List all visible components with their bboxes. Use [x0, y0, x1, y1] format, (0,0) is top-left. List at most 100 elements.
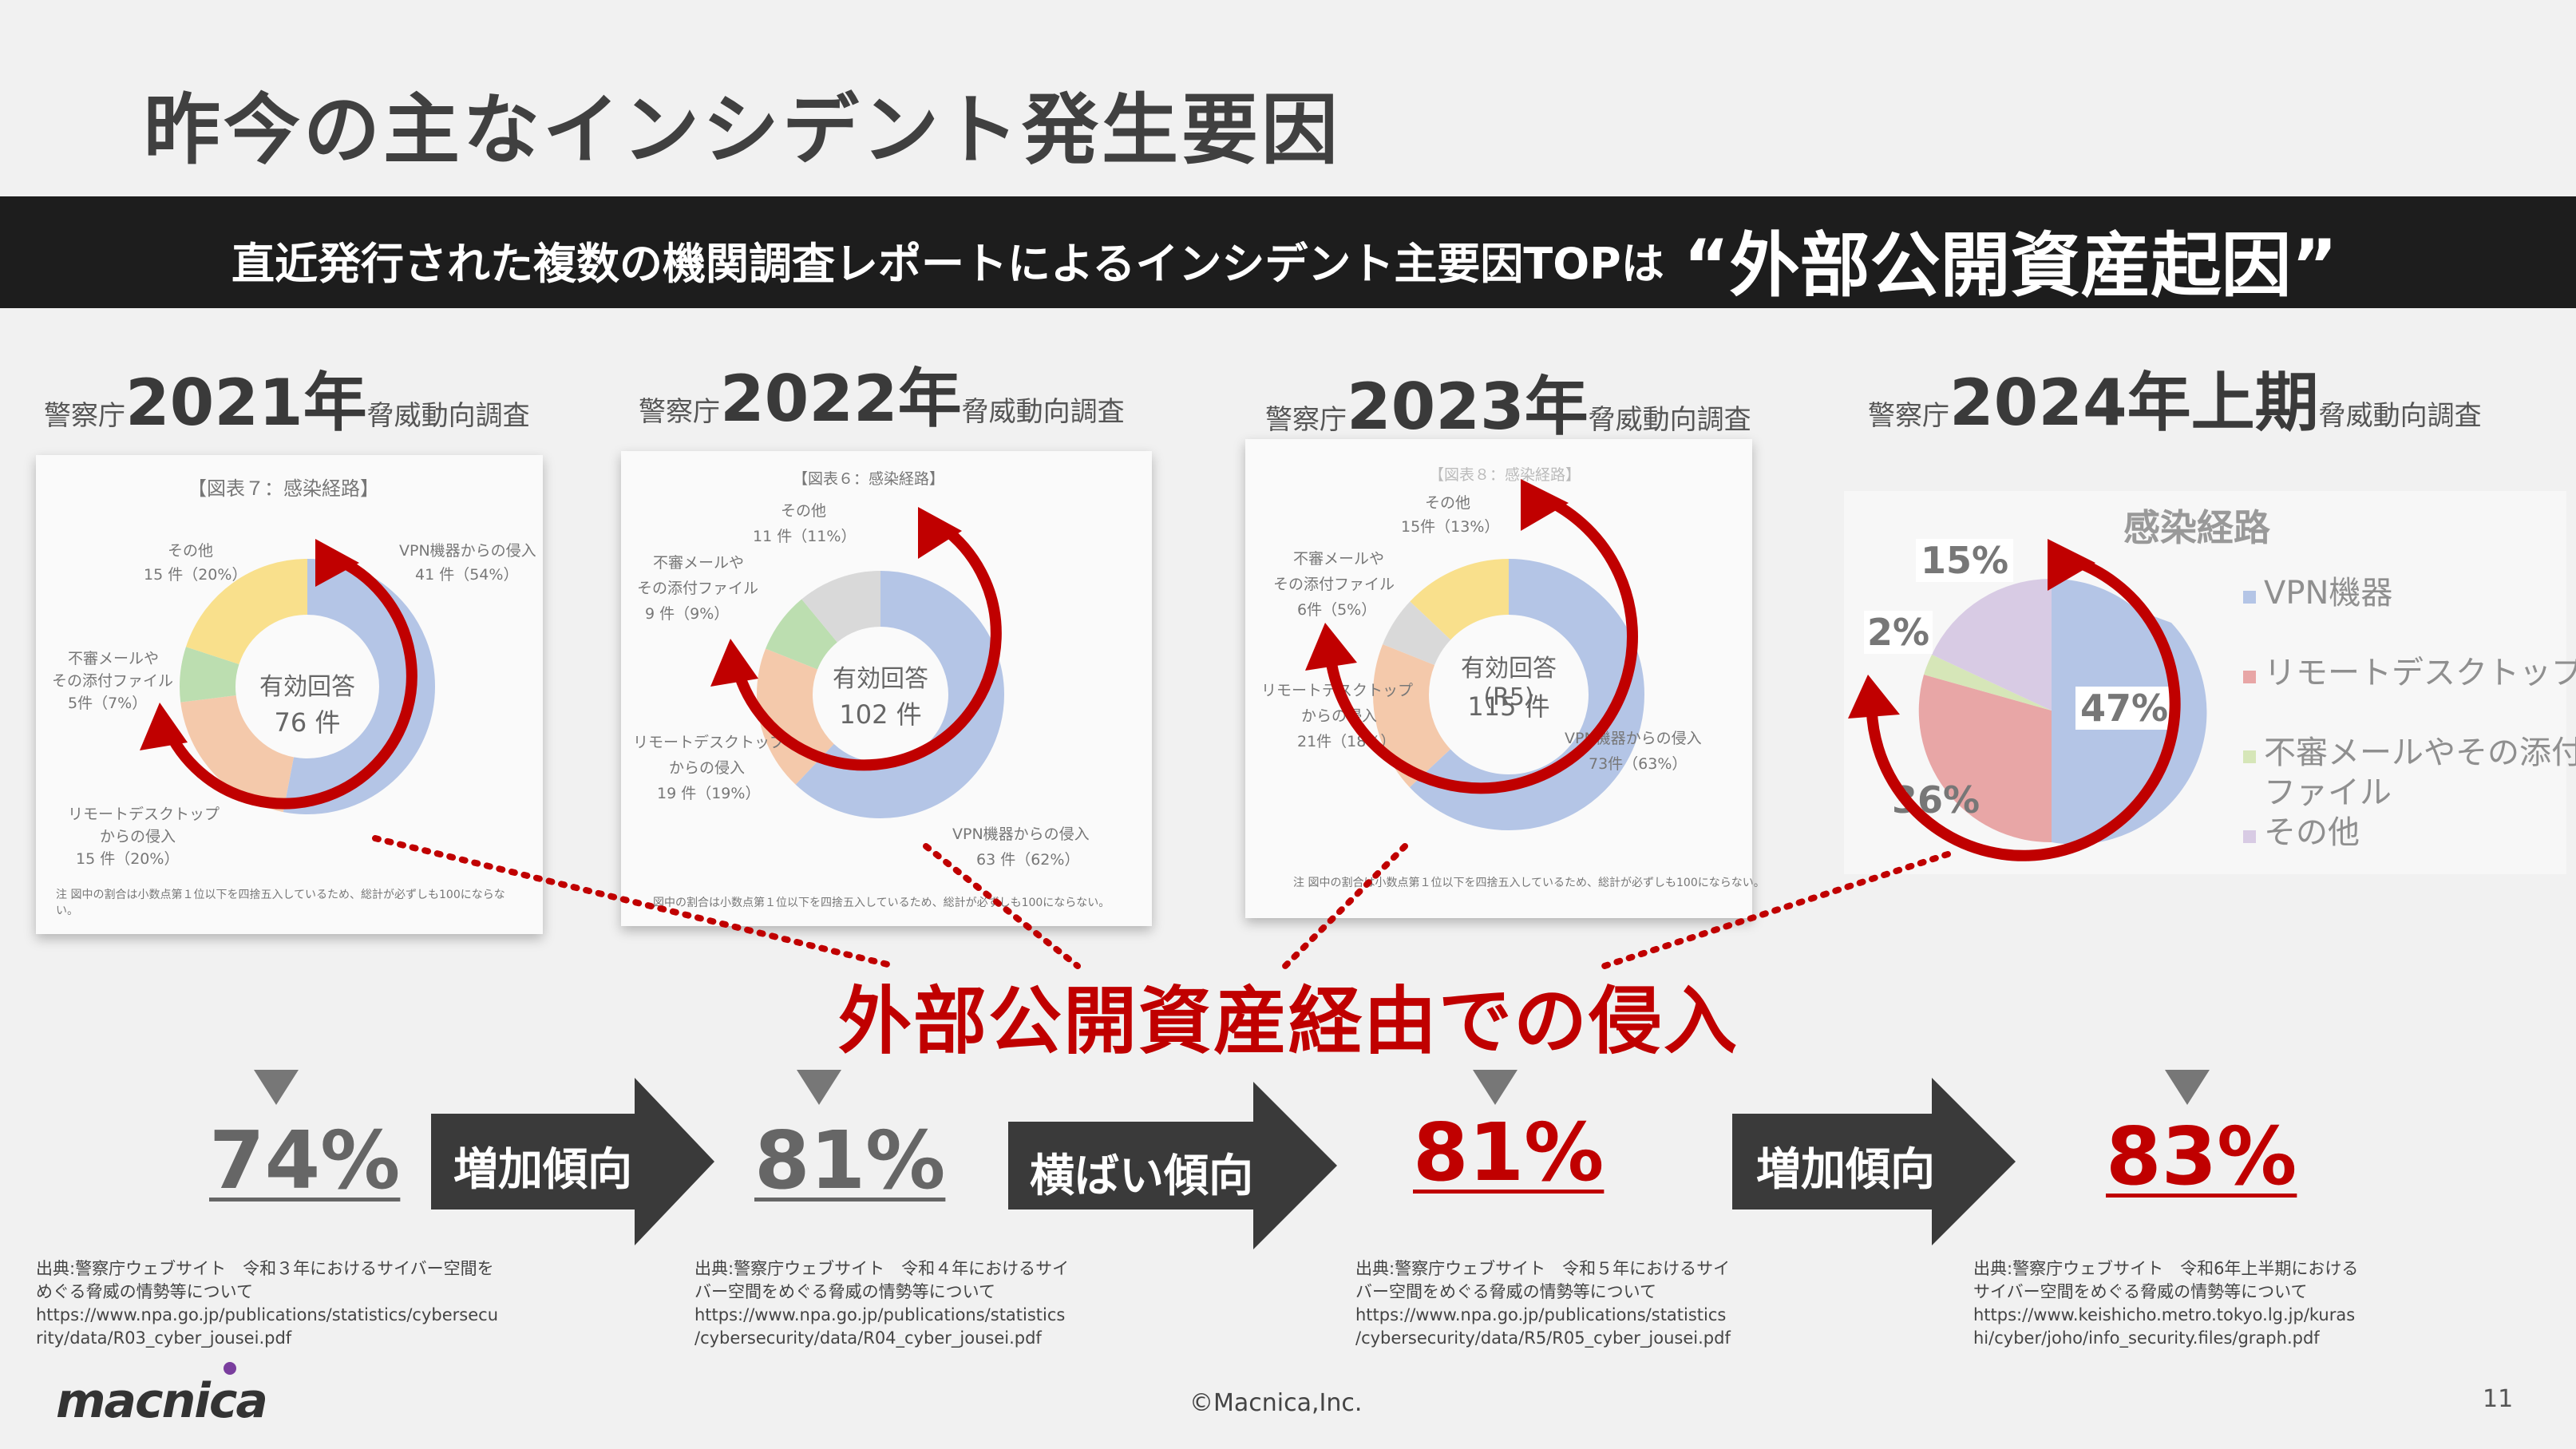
page-number: 11 [2483, 1385, 2514, 1413]
banner [0, 196, 2576, 308]
survey-year: 2021年 [125, 366, 367, 440]
center-label: 有効回答(R5) [1461, 655, 1557, 711]
arrowhead-2021-tail [140, 703, 188, 750]
arrowhead-2022 [918, 507, 962, 559]
arrowhead-2024-tail [1848, 675, 1900, 719]
circular-arrow-2022 [729, 521, 1002, 771]
survey-heading-2022: 警察庁2022年脅威動向調査 [639, 347, 1125, 440]
logo-dot-icon [224, 1362, 236, 1375]
label-vpn: VPN機器からの侵入 [952, 825, 1090, 843]
percentage-2021: 74% [209, 1114, 401, 1207]
label-rdp-2: からの侵入 [100, 828, 176, 845]
down-triangle-icon [797, 1070, 841, 1105]
slice-mail [180, 559, 435, 814]
banner-text: 直近発行された複数の機関調査レポートによるインシデント主要因TOPは “外部公開資… [231, 209, 2337, 311]
chart-card-2021: 【図表７：感染経路】 有効回答 76 件 VPN機器からの侵入 41 件（54%… [36, 455, 543, 934]
source-2022: 出典:警察庁ウェブサイト 令和４年におけるサイ バー空間をめぐる脅威の情勢等につ… [694, 1259, 1070, 1348]
survey-suffix: 脅威動向調査 [2318, 400, 2482, 432]
arrowhead-2023 [1521, 479, 1569, 531]
label-mail-2: その添付ファイル [637, 580, 759, 597]
label-rdp-value: 19 件（19%） [657, 785, 761, 802]
chart-card-2024: 感染経路 47% 36% 2% 15% VPN機器 リモートデスクトップ 不審メ… [1844, 491, 2576, 874]
label-other: その他 [168, 542, 214, 560]
legend-vpn: VPN機器 [2243, 567, 2392, 613]
legend-label: VPN機器 [2264, 575, 2393, 612]
copyright: ©Macnica,Inc. [1189, 1389, 1363, 1417]
trend-label-3: 増加傾向 [1756, 1144, 1935, 1196]
slice-rdp [1373, 559, 1644, 830]
chart-caption: 【図表７：感染経路】 [188, 477, 379, 500]
label-other-value: 15 件（20%） [144, 566, 247, 584]
label-other: その他 [1425, 494, 1471, 512]
survey-prefix: 警察庁 [639, 396, 720, 428]
label-rdp-2: からの侵入 [669, 759, 746, 777]
legend-other: その他 [2243, 806, 2360, 853]
chart-caption: 【図表６：感染経路】 [793, 470, 945, 488]
label-vpn-value: 73件（63%） [1589, 755, 1688, 773]
arrowhead-2023-tail [1305, 623, 1357, 671]
label-other-value: 15件（13%） [1401, 518, 1500, 536]
banner-highlight: “外部公開資産起因” [1683, 224, 2338, 307]
slice-other [1932, 578, 2052, 711]
survey-heading-2024: 警察庁2024年上期脅威動向調査 [1868, 351, 2482, 444]
legend-swatch [2243, 750, 2256, 763]
survey-suffix: 脅威動向調査 [366, 400, 530, 432]
slice-label-vpn: 47% [2075, 687, 2174, 730]
arrowhead-2024 [2048, 539, 2095, 591]
legend-label: 不審メールやその添付 [2264, 734, 2576, 771]
slice-label-mail: 2% [1864, 611, 1933, 654]
macnica-logo: macnica [56, 1373, 268, 1429]
survey-year: 2023年 [1347, 370, 1589, 444]
label-mail: 不審メールや [653, 554, 745, 572]
slice-other [180, 559, 435, 814]
percentage-2022: 81% [754, 1114, 946, 1207]
center-value: 76 件 [274, 707, 341, 738]
trend-arrow-3 [1732, 1078, 2016, 1245]
survey-year: 2024年上期 [1949, 366, 2319, 440]
chart-note: 注 図中の割合は小数点第１位以下を四捨五入しているため、総計が必ずしも100にな… [56, 889, 505, 917]
label-other-value: 11 件（11%） [753, 528, 857, 545]
label-mail-value: 5件（7%） [68, 695, 148, 712]
slice-rdp [757, 571, 1004, 818]
circular-arrow-2024 [1866, 553, 2181, 861]
down-triangle-icon [1473, 1070, 1518, 1105]
down-triangle-icon [254, 1070, 299, 1105]
label-vpn-value: 63 件（62%） [976, 851, 1080, 869]
circular-arrow-2023 [1324, 493, 1638, 794]
circular-arrow-2021 [158, 553, 417, 810]
center-value: 115 件 [1467, 691, 1550, 722]
trend-label-2: 横ばい傾向 [1030, 1150, 1253, 1202]
slice-label-other: 15% [1916, 539, 2014, 582]
slice-other [1373, 559, 1644, 830]
label-rdp: リモートデスクトップ [633, 734, 785, 751]
survey-prefix: 警察庁 [44, 400, 125, 432]
slice-mail [1924, 655, 2052, 711]
center-label: 有効回答 [833, 665, 928, 693]
label-mail-2: その添付ファイル [1273, 576, 1395, 593]
legend-swatch [2243, 830, 2256, 843]
arrowhead-2022-tail [710, 639, 758, 687]
chart-title: 感染経路 [2123, 506, 2270, 549]
label-mail-2: その添付ファイル [52, 672, 174, 690]
legend-mail: 不審メールやその添付 [2243, 726, 2576, 773]
connector-2023 [1282, 843, 1408, 969]
source-2021: 出典:警察庁ウェブサイト 令和３年におけるサイバー空間を めぐる脅威の情勢等につ… [36, 1259, 499, 1348]
legend-mail-2: ファイル [2264, 774, 2392, 811]
percentage-2023: 81% [1413, 1106, 1605, 1199]
slice-other [757, 571, 1004, 818]
survey-suffix: 脅威動向調査 [961, 396, 1125, 428]
label-vpn: VPN機器からの侵入 [399, 542, 536, 560]
label-rdp-value: 15 件（20%） [76, 850, 180, 868]
legend-label: リモートデスクトップ [2264, 655, 2576, 691]
percentage-2024: 83% [2106, 1110, 2297, 1203]
legend-rdp: リモートデスクトップ [2243, 647, 2576, 693]
center-label: 有効回答 [259, 673, 355, 701]
center-value: 102 件 [839, 699, 922, 730]
legend-swatch [2243, 671, 2256, 683]
chart-caption: 【図表８：感染経路】 [1429, 466, 1581, 484]
source-2024: 出典:警察庁ウェブサイト 令和6年上半期における サイバー空間をめぐる脅威の情勢… [1973, 1259, 2359, 1348]
trend-arrow-1 [431, 1078, 714, 1245]
label-mail-value: 9 件（9%） [645, 605, 730, 623]
